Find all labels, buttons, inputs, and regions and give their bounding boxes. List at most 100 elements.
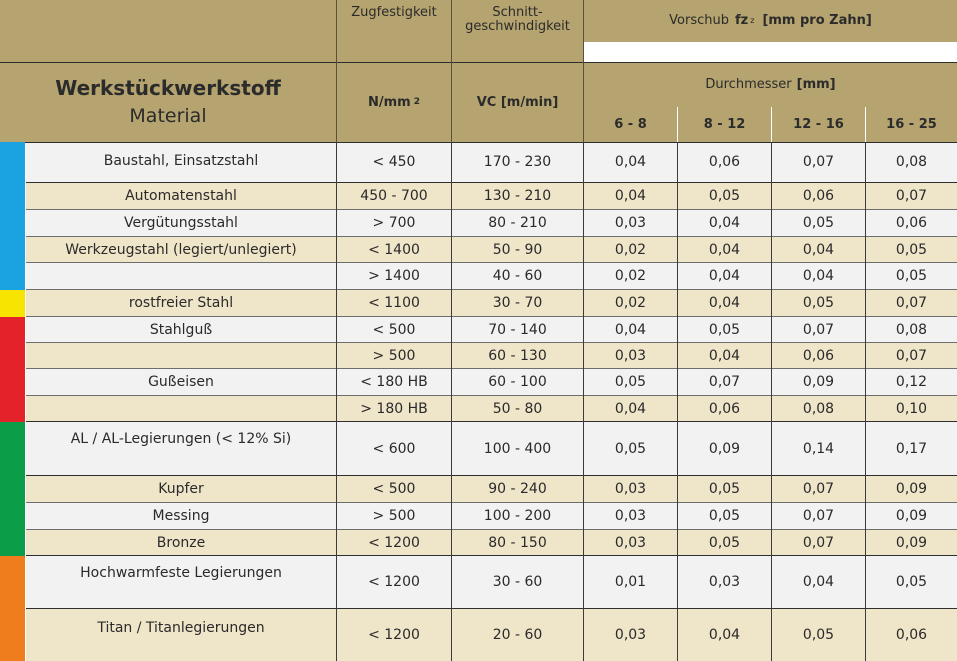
body-col-divider-5: [771, 142, 772, 661]
speed-value: 40 - 60: [452, 263, 583, 290]
feed-value: 0,09: [866, 503, 957, 530]
group-strip-cast: [0, 317, 25, 422]
feed-value: 0,04: [678, 210, 771, 237]
group-strip-steel: [0, 142, 25, 290]
speed-value: 60 - 100: [452, 369, 583, 396]
feed-value: 0,02: [584, 290, 677, 317]
diameter-label-text: Durchmesser: [705, 77, 792, 93]
feed-value: 0,09: [866, 530, 957, 556]
material-column-title: Werkstückwerkstoff: [55, 76, 281, 101]
material-name: Messing: [26, 503, 336, 530]
feed-value: 0,03: [678, 556, 771, 609]
feed-value: 0,06: [866, 210, 957, 237]
feed-symbol-subscript: z: [750, 15, 755, 25]
feed-value: 0,08: [866, 142, 957, 183]
material-name: Vergütungsstahl: [26, 210, 336, 237]
speed-value: 20 - 60: [452, 609, 583, 661]
material-name: [26, 396, 336, 422]
header-material-corner: [0, 0, 336, 62]
header-bottom-border: [0, 142, 957, 143]
material-name: Stahlguß: [26, 317, 336, 343]
feed-value: 0,07: [772, 503, 865, 530]
feed-value: 0,04: [584, 142, 677, 183]
feed-value: 0,04: [678, 609, 771, 661]
header-strength-unit: N/mm 2: [337, 63, 451, 142]
material-name: Werkzeugstahl (legiert/unlegiert): [26, 237, 336, 263]
feed-value: 0,06: [772, 343, 865, 369]
feed-value: 0,07: [866, 343, 957, 369]
feed-value: 0,07: [866, 183, 957, 210]
material-name: Baustahl, Einsatzstahl: [26, 142, 336, 183]
feed-value: 0,04: [584, 396, 677, 422]
feed-value: 0,06: [772, 183, 865, 210]
body-col-divider-6: [865, 142, 866, 661]
strength-value: < 1200: [337, 530, 451, 556]
speed-value: 170 - 230: [452, 142, 583, 183]
row-divider: [26, 316, 957, 317]
feed-value: 0,05: [678, 183, 771, 210]
feed-value: 0,05: [866, 237, 957, 263]
feed-value: 0,02: [584, 263, 677, 290]
diameter-unit-text: [mm]: [796, 77, 836, 93]
material-name: Automatenstahl: [26, 183, 336, 210]
group-strip-nonferrous: [0, 422, 25, 556]
strength-unit-text: N/mm: [368, 94, 411, 110]
speed-value: 60 - 130: [452, 343, 583, 369]
header-col-divider-1: [336, 0, 337, 142]
speed-value: 30 - 60: [452, 556, 583, 609]
strength-value: > 500: [337, 343, 451, 369]
row-divider: [26, 555, 957, 556]
header-material-cell: Werkstückwerkstoff Material: [0, 63, 336, 142]
row-divider: [26, 529, 957, 530]
feed-value: 0,03: [584, 210, 677, 237]
strength-value: 450 - 700: [337, 183, 451, 210]
speed-value: 90 - 240: [452, 476, 583, 503]
feed-value: 0,07: [772, 317, 865, 343]
material-name: AL / AL-Legierungen (< 12% Si): [26, 422, 336, 476]
row-divider: [26, 368, 957, 369]
material-name: Bronze: [26, 530, 336, 556]
row-divider: [26, 182, 957, 183]
feed-value: 0,07: [772, 476, 865, 503]
strength-value: < 1400: [337, 237, 451, 263]
feed-value: 0,06: [866, 609, 957, 661]
group-strip-special: [0, 556, 25, 661]
feed-value: 0,03: [584, 503, 677, 530]
feed-value: 0,06: [678, 396, 771, 422]
material-name: Hochwarmfeste Legierungen: [26, 556, 336, 609]
row-divider: [26, 342, 957, 343]
strength-value: > 180 HB: [337, 396, 451, 422]
row-divider: [26, 502, 957, 503]
header-strength-title: Zugfestigkeit: [337, 0, 451, 62]
material-name: Kupfer: [26, 476, 336, 503]
feed-value: 0,05: [866, 556, 957, 609]
feed-symbol: fz: [735, 13, 749, 29]
strength-value: > 700: [337, 210, 451, 237]
header-col-divider-2: [451, 0, 452, 142]
feed-value: 0,08: [772, 396, 865, 422]
row-divider: [26, 608, 957, 609]
row-divider: [26, 289, 957, 290]
body-col-divider-2: [451, 142, 452, 661]
feed-value: 0,05: [584, 422, 677, 476]
feed-value: 0,07: [866, 290, 957, 317]
feed-value: 0,05: [678, 317, 771, 343]
speed-value: 130 - 210: [452, 183, 583, 210]
speed-unit-text: VC [m/min]: [476, 94, 559, 110]
body-col-divider-1: [336, 142, 337, 661]
feed-value: 0,03: [584, 530, 677, 556]
strength-value: < 1200: [337, 609, 451, 661]
feed-value: 0,07: [678, 369, 771, 396]
feed-value: 0,05: [772, 609, 865, 661]
speed-title-text: Schnitt- geschwindigkeit: [465, 5, 570, 34]
feed-value: 0,04: [772, 237, 865, 263]
speed-value: 100 - 400: [452, 422, 583, 476]
feed-value: 0,08: [866, 317, 957, 343]
feed-value: 0,10: [866, 396, 957, 422]
feed-value: 0,05: [678, 476, 771, 503]
feed-value: 0,04: [772, 263, 865, 290]
feed-value: 0,03: [584, 343, 677, 369]
header-feed-title: Vorschub fz z [mm pro Zahn]: [584, 0, 957, 42]
speed-value: 100 - 200: [452, 503, 583, 530]
